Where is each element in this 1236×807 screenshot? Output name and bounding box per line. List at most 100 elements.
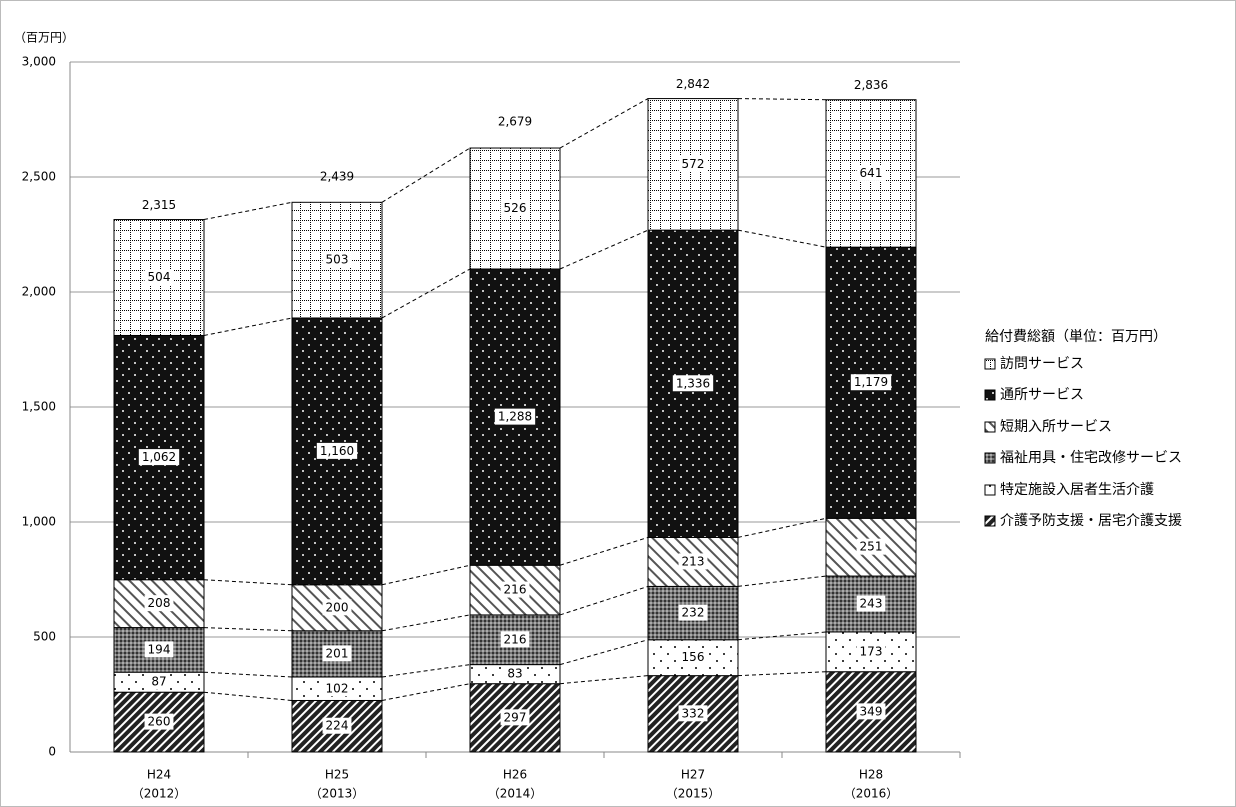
connector <box>559 229 649 270</box>
value-label: 641 <box>860 166 883 180</box>
value-label: 572 <box>682 157 705 171</box>
value-label: 83 <box>507 667 522 681</box>
legend-label: 訪問サービス <box>1000 356 1084 372</box>
legend-swatch <box>984 515 996 527</box>
value-label: 1,160 <box>320 444 354 458</box>
legend-label: 通所サービス <box>1000 387 1084 403</box>
value-label-box <box>500 581 530 598</box>
value-label-box <box>144 641 174 658</box>
legend-label: 短期入所サービス <box>1000 419 1112 435</box>
value-label: 200 <box>326 600 349 614</box>
connector <box>559 639 649 666</box>
value-label: 156 <box>682 650 705 664</box>
value-label: 173 <box>860 644 883 658</box>
x-tick-label: （2012） <box>132 787 187 801</box>
connector <box>559 98 649 149</box>
value-label-box <box>850 374 892 391</box>
connector <box>559 536 649 566</box>
y-tick-label: 1,500 <box>22 400 56 414</box>
value-label: 87 <box>151 675 166 689</box>
value-label: 504 <box>148 270 171 284</box>
x-tick-label: H28 <box>859 768 883 782</box>
value-label: 1,062 <box>142 450 176 464</box>
value-label-box <box>322 251 352 268</box>
connector <box>381 564 471 586</box>
y-tick-label: 0 <box>48 745 56 759</box>
value-label: 216 <box>504 583 527 597</box>
value-label-box <box>678 649 708 666</box>
value-label-box <box>500 709 530 726</box>
connector <box>381 683 471 701</box>
value-label: 232 <box>682 606 705 620</box>
connector <box>203 201 293 221</box>
connector <box>737 671 827 677</box>
connector <box>203 627 293 632</box>
value-label: 216 <box>504 632 527 646</box>
x-tick-label: H24 <box>147 768 171 782</box>
y-tick-label: 2,000 <box>22 285 56 299</box>
value-label-box <box>148 673 170 690</box>
value-label-box <box>678 553 708 570</box>
value-label-box <box>144 595 174 612</box>
value-label: 349 <box>860 704 883 718</box>
x-tick-label: H25 <box>325 768 349 782</box>
value-label-box <box>322 680 352 697</box>
connector <box>737 631 827 641</box>
legend-swatch <box>984 389 996 401</box>
value-label-box <box>500 631 530 648</box>
connector <box>203 579 293 586</box>
connector <box>203 317 293 336</box>
connector <box>203 691 293 701</box>
value-label: 1,179 <box>854 375 888 389</box>
value-label-box <box>322 717 352 734</box>
total-label: 2,315 <box>142 198 176 212</box>
value-label: 194 <box>148 642 171 656</box>
legend-label: 福祉用具・住宅改修サービス <box>1000 450 1182 466</box>
x-tick-label: H26 <box>503 768 527 782</box>
value-label: 526 <box>504 201 527 215</box>
total-label: 2,439 <box>320 170 354 184</box>
y-tick-label: 3,000 <box>22 55 56 69</box>
legend-label: 介護予防支援・居宅介護支援 <box>1000 513 1182 529</box>
value-label-box <box>500 200 530 217</box>
value-label: 208 <box>148 596 171 610</box>
value-label-box <box>672 375 714 392</box>
connector <box>737 575 827 587</box>
x-tick-label: （2014） <box>488 787 543 801</box>
x-tick-label: （2013） <box>310 787 365 801</box>
value-label: 243 <box>860 596 883 610</box>
value-label: 260 <box>148 715 171 729</box>
value-label: 503 <box>326 253 349 267</box>
legend-label: 特定施設入居者生活介護 <box>1000 482 1154 498</box>
legend-swatch <box>984 484 996 496</box>
connector <box>737 98 827 101</box>
total-label: 2,836 <box>854 78 888 92</box>
connector <box>737 517 827 538</box>
connector <box>381 147 471 203</box>
connector <box>559 675 649 685</box>
connector <box>559 585 649 616</box>
y-tick-label: 1,000 <box>22 515 56 529</box>
value-label: 332 <box>682 706 705 720</box>
connector <box>381 664 471 678</box>
value-label-box <box>138 449 180 466</box>
legend-swatch <box>984 452 996 464</box>
value-label-box <box>316 442 358 459</box>
x-tick-label: H27 <box>681 768 705 782</box>
unit-label: （百万円） <box>14 31 74 45</box>
bar-segment <box>291 630 383 678</box>
value-label-box <box>678 604 708 621</box>
value-label-box <box>678 155 708 172</box>
value-label-box <box>678 705 708 722</box>
y-tick-label: 500 <box>33 630 56 644</box>
legend-swatch <box>984 421 996 433</box>
value-label: 1,336 <box>676 376 710 390</box>
value-label: 251 <box>860 540 883 554</box>
connector <box>381 614 471 632</box>
value-label: 297 <box>504 710 527 724</box>
value-label-box <box>856 164 886 181</box>
legend-swatch <box>984 358 996 370</box>
value-label: 224 <box>326 719 349 733</box>
bar-segment <box>647 639 739 677</box>
